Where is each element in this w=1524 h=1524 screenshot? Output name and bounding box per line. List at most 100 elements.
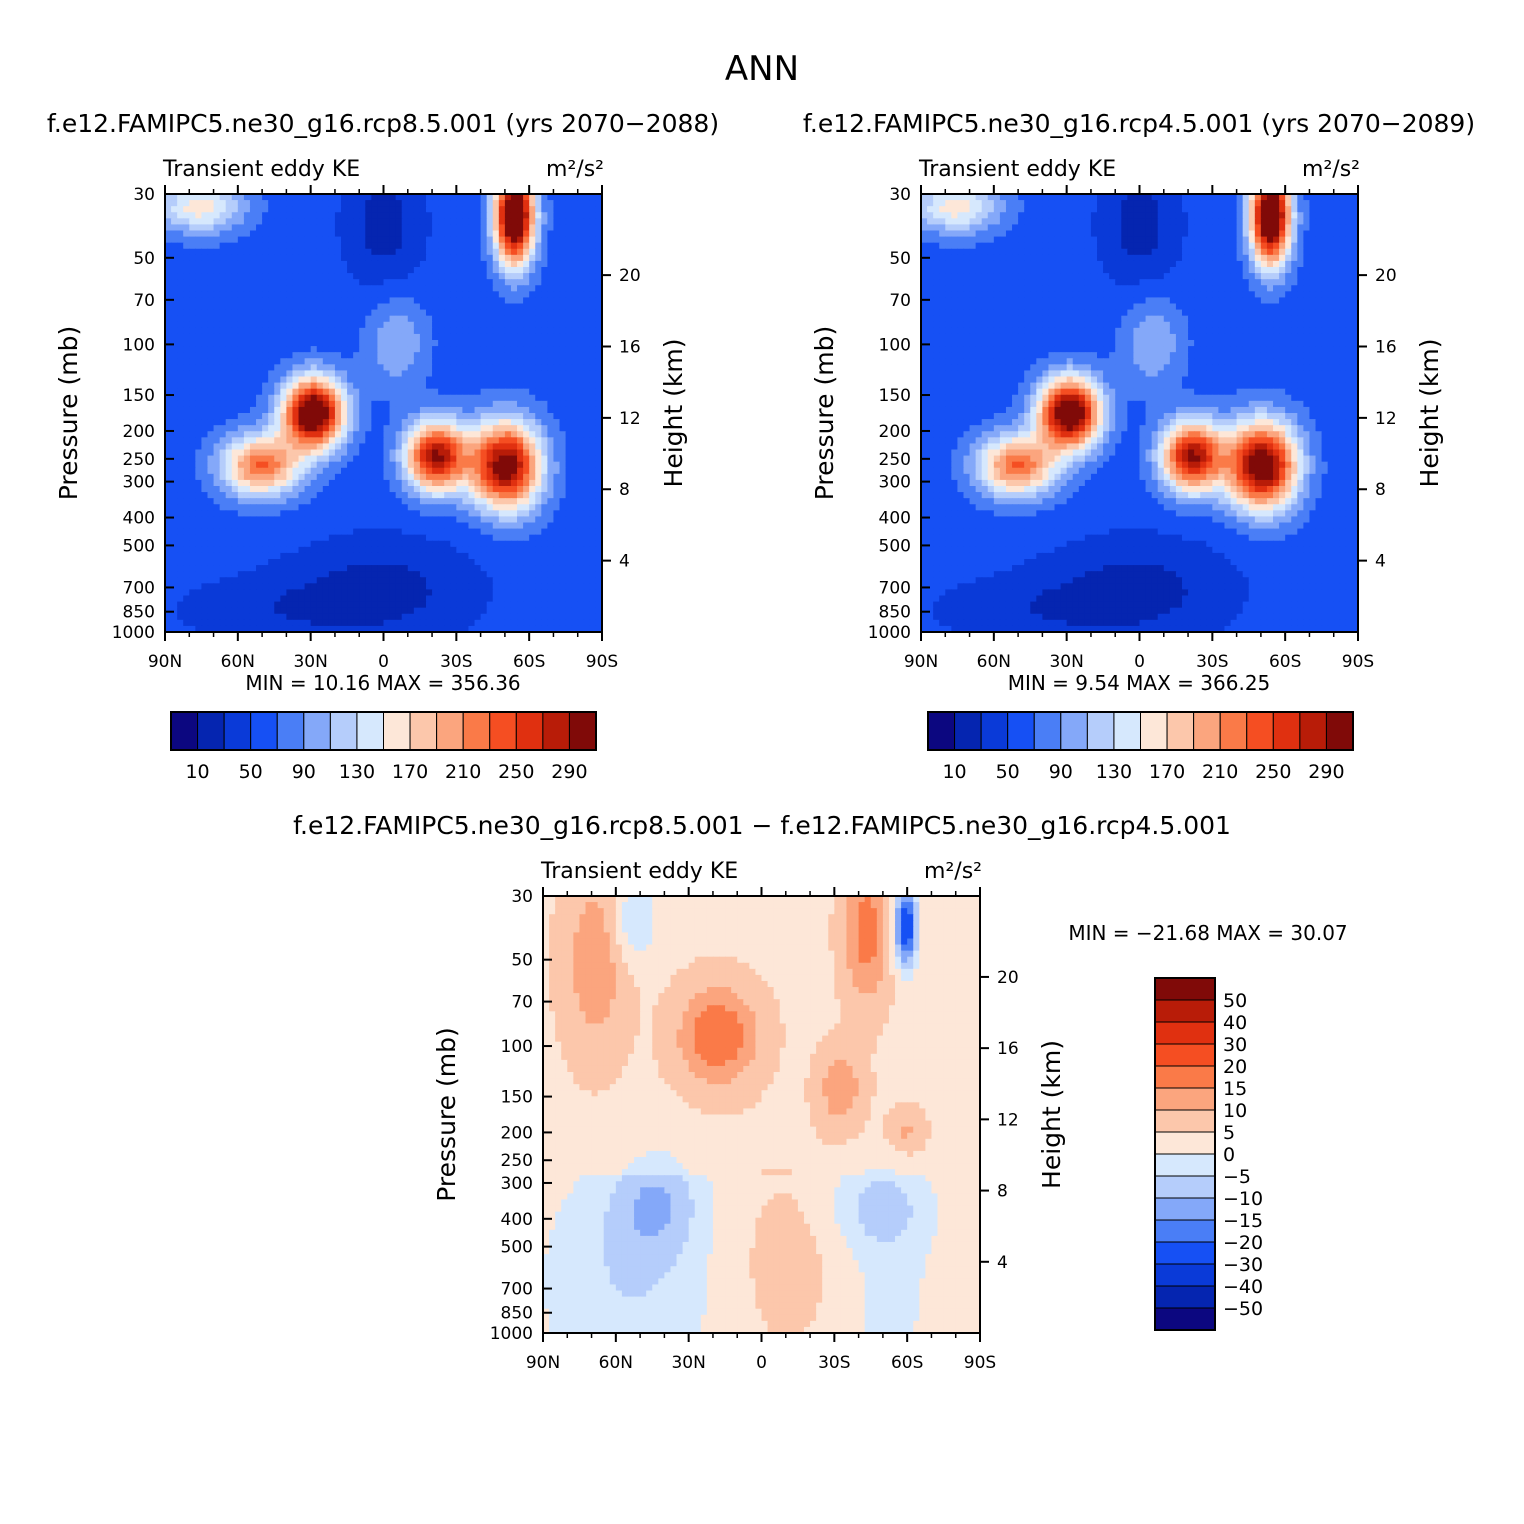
contour-cell bbox=[310, 552, 318, 560]
contour-cell bbox=[213, 382, 221, 390]
contour-cell bbox=[535, 540, 542, 548]
contour-cell bbox=[195, 425, 203, 432]
contour-cell bbox=[237, 218, 245, 226]
contour-cell bbox=[353, 242, 360, 250]
contour-cell bbox=[383, 449, 391, 457]
contour-cell bbox=[523, 303, 530, 311]
panels: f.e12.FAMIPC5.ne30_g16.rcp8.5.001 (yrs 2… bbox=[47, 109, 1475, 1373]
contour-cell bbox=[280, 540, 287, 548]
contour-cell bbox=[535, 522, 542, 530]
contour-cell bbox=[310, 260, 318, 268]
contour-cell bbox=[383, 279, 391, 286]
contour-cell bbox=[177, 279, 184, 286]
contour-cell bbox=[243, 260, 251, 268]
contour-cell bbox=[256, 516, 263, 524]
contour-cell bbox=[541, 504, 548, 511]
contour-cell bbox=[474, 279, 482, 286]
contour-cell bbox=[547, 309, 555, 317]
contour-cell bbox=[547, 467, 555, 475]
contour-cell bbox=[401, 224, 409, 232]
chart-panel-1: f.e12.FAMIPC5.ne30_g16.rcp8.5.001 (yrs 2… bbox=[47, 109, 719, 783]
contour-cell bbox=[383, 285, 391, 292]
contour-cell bbox=[535, 583, 542, 591]
contour-cell bbox=[353, 577, 360, 584]
contour-cell bbox=[492, 540, 500, 548]
contour-cell bbox=[195, 504, 203, 511]
contour-cell bbox=[383, 267, 391, 274]
contour-cell bbox=[529, 449, 536, 457]
contour-cell bbox=[274, 327, 281, 335]
contour-cell bbox=[389, 218, 397, 226]
contour-cell bbox=[377, 303, 385, 311]
contour-cell bbox=[589, 595, 597, 603]
contour-cell bbox=[231, 346, 239, 353]
contour-cell bbox=[486, 461, 494, 469]
contour-cell bbox=[237, 552, 245, 560]
contour-cell bbox=[529, 224, 536, 232]
contour-cell bbox=[334, 267, 342, 274]
contour-cell bbox=[304, 212, 312, 219]
contour-cell bbox=[517, 528, 524, 536]
contour-cell bbox=[310, 340, 318, 347]
contour-cell bbox=[189, 437, 196, 445]
contour-cell bbox=[195, 370, 203, 378]
contour-cell bbox=[462, 577, 470, 584]
contour-cell bbox=[565, 607, 573, 615]
contour-cell bbox=[310, 291, 318, 299]
contour-cell bbox=[547, 486, 555, 493]
contour-cell bbox=[268, 486, 275, 493]
contour-cell bbox=[268, 498, 275, 505]
contour-cell bbox=[225, 565, 233, 572]
contour-cell bbox=[480, 194, 488, 201]
contour-cell bbox=[286, 595, 294, 603]
contour-cell bbox=[183, 540, 190, 548]
contour-cell bbox=[262, 400, 269, 408]
contour-cell bbox=[189, 528, 196, 536]
contour-cell bbox=[316, 437, 324, 445]
contour-cell bbox=[553, 510, 561, 518]
contour-cell bbox=[316, 388, 324, 396]
contour-cell bbox=[268, 242, 275, 250]
contour-cell bbox=[419, 242, 427, 250]
contour-cell bbox=[353, 601, 360, 609]
contour-cell bbox=[359, 449, 366, 457]
contour-cell bbox=[450, 413, 457, 420]
contour-cell bbox=[456, 534, 463, 542]
contour-cell bbox=[486, 376, 494, 384]
contour-cell bbox=[341, 388, 348, 396]
contour-cell bbox=[225, 303, 233, 311]
contour-cell bbox=[274, 522, 281, 530]
contour-cell bbox=[268, 352, 275, 359]
contour-cell bbox=[425, 297, 433, 305]
contour-cell bbox=[510, 492, 518, 499]
contour-cell bbox=[213, 218, 221, 226]
contour-cell bbox=[419, 552, 427, 560]
contour-cell bbox=[347, 516, 354, 524]
contour-cell bbox=[559, 425, 567, 432]
contour-cell bbox=[280, 291, 287, 299]
contour-cell bbox=[492, 279, 500, 286]
contour-cell bbox=[371, 285, 379, 292]
contour-cell bbox=[243, 455, 251, 463]
contour-cell bbox=[444, 534, 451, 542]
contour-cell bbox=[504, 376, 512, 384]
contour-cell bbox=[237, 479, 245, 487]
contour-cell bbox=[219, 382, 227, 390]
contour-cell bbox=[541, 595, 548, 603]
contour-cell bbox=[322, 346, 330, 353]
contour-cell bbox=[383, 291, 391, 299]
contour-cell bbox=[395, 346, 403, 353]
contour-cell bbox=[577, 248, 585, 256]
contour-cell bbox=[432, 303, 439, 311]
contour-cell bbox=[547, 352, 555, 359]
contour-cell bbox=[371, 406, 379, 414]
contour-cell bbox=[589, 248, 597, 256]
contour-cell bbox=[310, 394, 318, 402]
contour-cell bbox=[334, 565, 342, 572]
contour-cell bbox=[310, 206, 318, 213]
contour-cell bbox=[353, 473, 360, 481]
contour-cell bbox=[201, 333, 209, 341]
contour-cell bbox=[310, 321, 318, 329]
contour-cell bbox=[262, 242, 269, 250]
contour-cell bbox=[256, 565, 263, 572]
